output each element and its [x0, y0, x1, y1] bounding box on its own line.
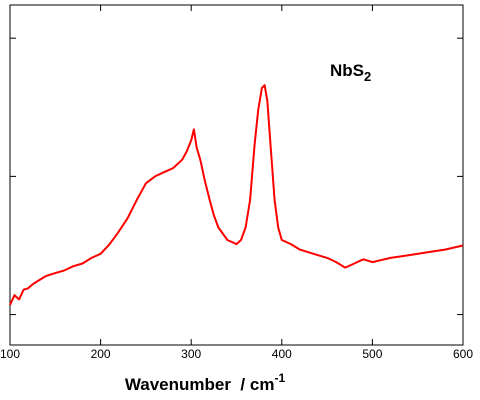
x-tick-label: 500 [362, 347, 382, 361]
x-axis-title-text: Wavenumber / cm [125, 375, 275, 394]
plot-frame [9, 4, 464, 346]
annotation: NbS2 [330, 61, 371, 84]
annotation-subscript: 2 [364, 69, 371, 84]
annotation-text: NbS [330, 61, 364, 80]
x-tick-label: 100 [0, 347, 20, 361]
x-axis-title-superscript: -1 [274, 371, 285, 385]
x-tick-label: 400 [272, 347, 292, 361]
x-axis-title: Wavenumber / cm-1 [125, 371, 286, 394]
x-tick-label: 600 [453, 347, 473, 361]
spectrum-line [9, 84, 464, 306]
x-tick-label: 300 [181, 347, 201, 361]
x-tick-label: 200 [91, 347, 111, 361]
